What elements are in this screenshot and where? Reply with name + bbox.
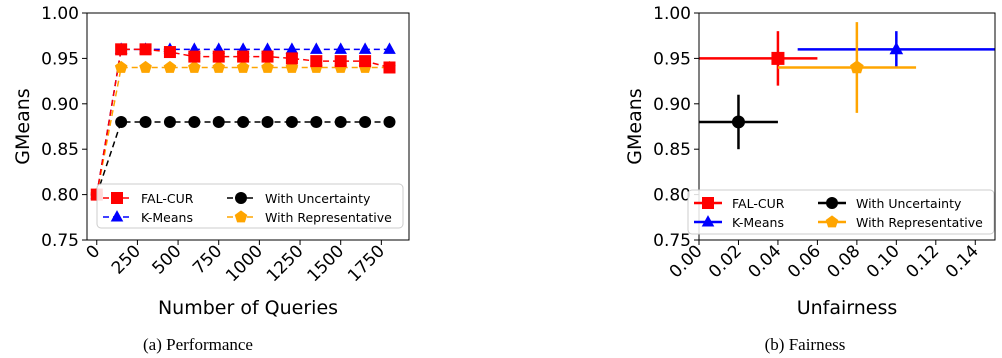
data-point-fal-cur bbox=[163, 46, 176, 59]
legend-label-with-uncertainty: With Uncertainty bbox=[265, 191, 371, 206]
data-point-with-uncertainty bbox=[285, 115, 298, 128]
x-tick-label: 0.12 bbox=[902, 241, 943, 282]
legend-label-with-representative: With Representative bbox=[856, 215, 983, 230]
x-tick-label: 0.06 bbox=[784, 241, 825, 282]
data-point-k-means bbox=[285, 42, 299, 54]
x-tick-label: 0.04 bbox=[745, 241, 786, 282]
data-point-with-uncertainty bbox=[383, 115, 396, 128]
x-tick-label: 0 bbox=[82, 241, 104, 263]
data-point-k-means bbox=[889, 41, 904, 55]
data-point-fal-cur bbox=[212, 50, 225, 63]
legend-marker-k-means bbox=[701, 215, 715, 227]
y-tick-label: 0.75 bbox=[653, 231, 691, 251]
data-point-k-means bbox=[358, 42, 372, 54]
data-point-with-uncertainty bbox=[139, 115, 152, 128]
x-tick-label: 500 bbox=[149, 241, 186, 278]
legend: FAL-CUR K-Means With Uncertainty With Repre… bbox=[687, 189, 995, 235]
legend-label-with-uncertainty: With Uncertainty bbox=[856, 196, 962, 211]
y-tick-label: 0.80 bbox=[653, 186, 691, 206]
data-point-with-uncertainty bbox=[261, 115, 274, 128]
data-point-with-representative bbox=[163, 60, 177, 73]
legend-label-k-means: K-Means bbox=[732, 215, 784, 230]
legend-marker-with-uncertainty bbox=[826, 197, 838, 209]
legend-label-fal-cur: FAL-CUR bbox=[141, 191, 194, 206]
data-point-with-uncertainty bbox=[359, 115, 372, 128]
x-tick-label: 0.10 bbox=[863, 241, 904, 282]
data-point-with-uncertainty bbox=[334, 115, 347, 128]
x-tick-label: 1500 bbox=[303, 241, 348, 286]
caption-fairness: (b) Fairness bbox=[765, 335, 846, 354]
y-tick-label: 0.85 bbox=[653, 140, 691, 160]
plot-frame bbox=[698, 12, 996, 241]
y-tick-label: 0.90 bbox=[41, 95, 79, 115]
legend-label-fal-cur: FAL-CUR bbox=[732, 196, 785, 211]
legend-marker-with-representative bbox=[234, 210, 248, 223]
data-point-fal-cur bbox=[310, 55, 323, 68]
y-tick-label: 0.85 bbox=[41, 140, 79, 160]
y-tick-label: 0.90 bbox=[653, 95, 691, 115]
plot-frame bbox=[86, 12, 410, 241]
data-point-k-means bbox=[310, 42, 323, 54]
legend-marker-k-means bbox=[110, 210, 124, 222]
data-point-with-uncertainty bbox=[188, 115, 201, 128]
y-axis-label: GMeans bbox=[12, 88, 34, 164]
legend-label-with-representative: With Representative bbox=[265, 210, 392, 225]
data-point-with-uncertainty bbox=[237, 115, 250, 128]
data-point-with-uncertainty bbox=[115, 115, 128, 128]
data-point-fal-cur bbox=[139, 43, 152, 56]
y-tick-label: 0.75 bbox=[41, 231, 79, 251]
y-tick-label: 0.95 bbox=[41, 49, 79, 69]
chart-performance: 0.75 0.80 0.85 0.90 0.95 1.00 0 250 500 750100012… bbox=[12, 4, 410, 319]
data-point-with-representative bbox=[236, 60, 250, 73]
legend-label-k-means: K-Means bbox=[141, 210, 193, 225]
x-tick-label: 0.14 bbox=[942, 241, 983, 282]
data-point-k-means bbox=[334, 42, 347, 54]
legend-marker-fal-cur bbox=[702, 197, 714, 209]
data-point-with-representative bbox=[114, 60, 128, 73]
x-tick-label: 750 bbox=[189, 241, 226, 278]
data-point-fal-cur bbox=[237, 50, 250, 63]
data-point-with-uncertainty bbox=[731, 115, 745, 129]
data-point-fal-cur bbox=[285, 52, 298, 65]
x-axis-label: Unfairness bbox=[797, 297, 898, 319]
x-tick-label: 1250 bbox=[263, 241, 308, 286]
data-point-with-uncertainty bbox=[163, 115, 176, 128]
y-tick-label: 1.00 bbox=[41, 4, 79, 24]
data-point-with-representative bbox=[261, 60, 274, 73]
data-point-fal-cur bbox=[261, 50, 274, 63]
data-point-with-representative bbox=[188, 60, 201, 73]
y-axis-label: GMeans bbox=[624, 88, 646, 164]
data-point-with-representative bbox=[850, 60, 864, 74]
data-point-fal-cur bbox=[334, 55, 347, 68]
data-point-with-representative bbox=[212, 60, 225, 73]
legend-marker-with-uncertainty bbox=[235, 192, 247, 204]
y-tick-label: 1.00 bbox=[653, 4, 691, 24]
x-tick-label: 1000 bbox=[222, 241, 267, 286]
legend-marker-with-representative bbox=[825, 215, 839, 228]
data-point-k-means bbox=[383, 42, 396, 54]
data-point-with-representative bbox=[139, 60, 152, 73]
x-tick-label: 0.08 bbox=[823, 241, 864, 282]
legend-box bbox=[96, 183, 404, 229]
x-tick-label: 250 bbox=[108, 241, 145, 278]
data-point-with-uncertainty bbox=[212, 115, 225, 128]
data-point-fal-cur bbox=[115, 43, 128, 56]
caption-performance: (a) Performance bbox=[143, 335, 253, 354]
data-point-fal-cur bbox=[359, 55, 372, 68]
chart-fairness: 0.750.800.850.900.951.000.000.020.040.06… bbox=[624, 4, 996, 319]
data-point-fal-cur bbox=[188, 50, 201, 63]
x-axis-label: Number of Queries bbox=[158, 297, 338, 319]
data-point-with-uncertainty bbox=[310, 115, 323, 128]
y-tick-label: 0.80 bbox=[41, 186, 79, 206]
legend-marker-fal-cur bbox=[111, 192, 123, 204]
legend-box bbox=[687, 189, 995, 235]
x-tick-label: 0.02 bbox=[705, 241, 746, 282]
data-point-fal-cur bbox=[383, 61, 396, 74]
series-line-with-representative bbox=[96, 66, 390, 195]
legend: FAL-CUR K-Means With Uncertainty With Repre… bbox=[96, 183, 404, 229]
x-tick-label: 1750 bbox=[344, 241, 389, 286]
data-point-fal-cur bbox=[771, 51, 785, 65]
y-tick-label: 0.95 bbox=[653, 49, 691, 69]
